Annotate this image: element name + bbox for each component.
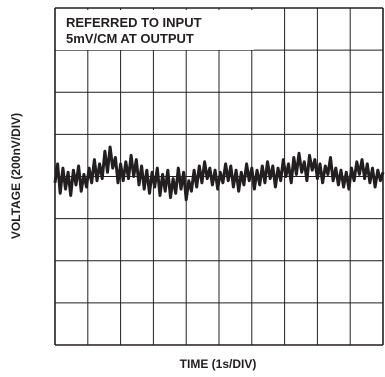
- annotation-line-1: REFERRED TO INPUT: [66, 15, 202, 30]
- plot-grid: [54, 7, 384, 346]
- x-axis-label: TIME (1s/DIV): [180, 357, 257, 371]
- noise-trace: [53, 145, 385, 202]
- annotation-background: [56, 10, 254, 50]
- annotation-line-2: 5mV/CM AT OUTPUT: [66, 31, 194, 46]
- y-axis-label: VOLTAGE (200nV/DIV): [9, 113, 23, 239]
